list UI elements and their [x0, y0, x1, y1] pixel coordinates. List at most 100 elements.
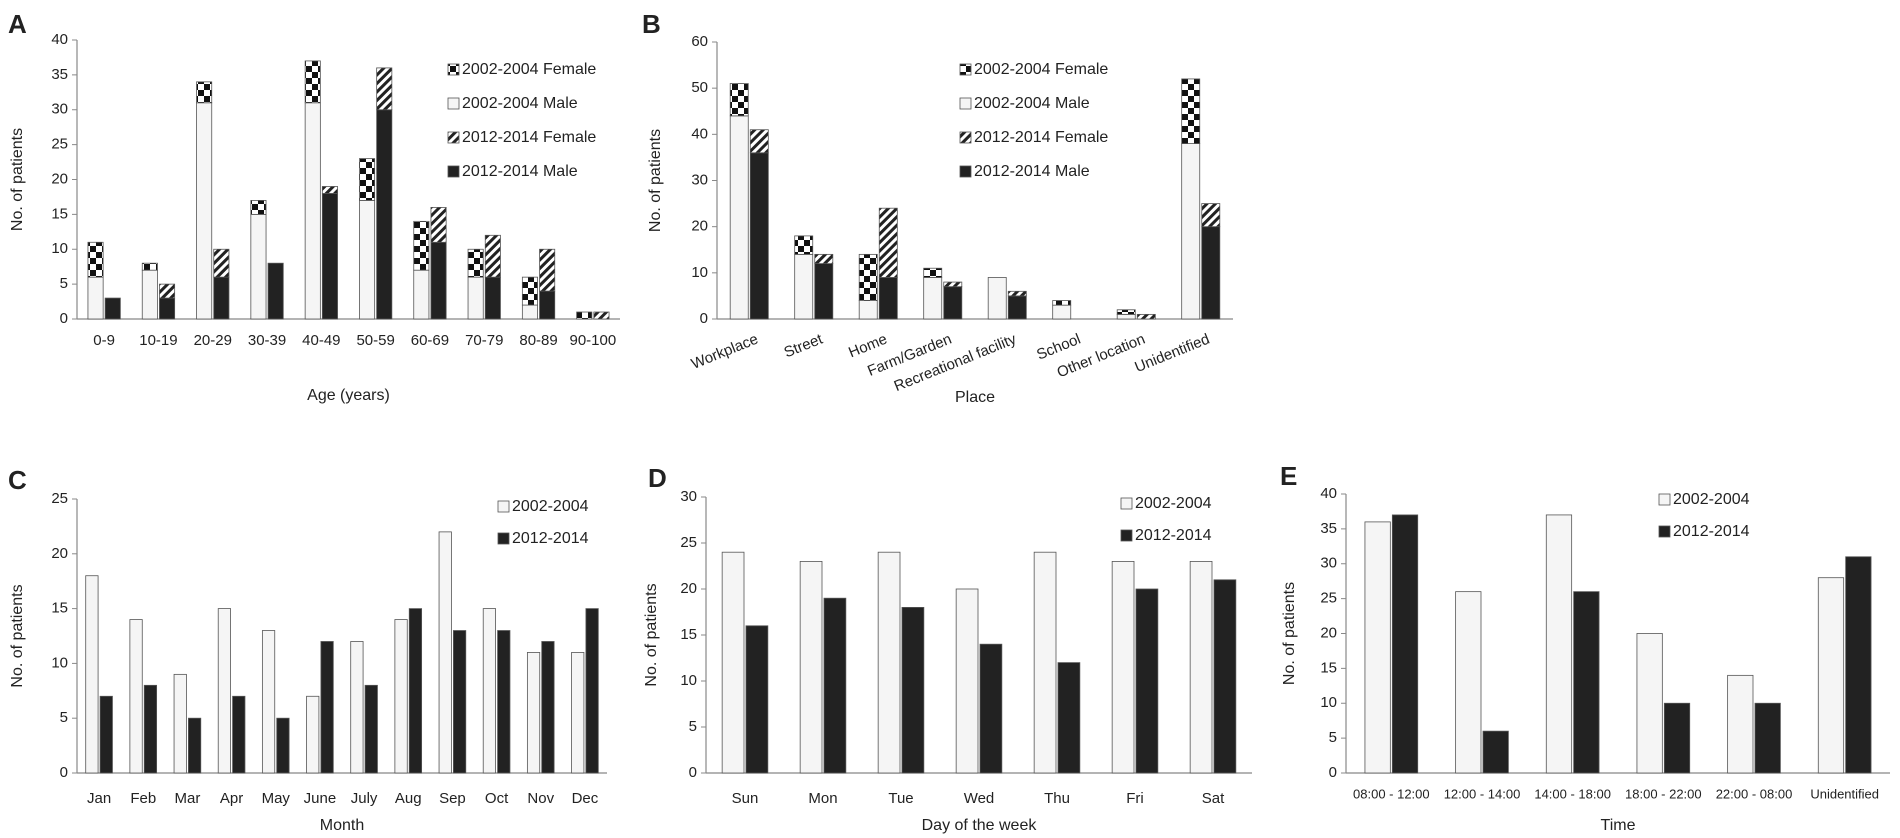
y-tick-label: 25 — [1320, 590, 1337, 607]
y-tick-label: 15 — [1320, 659, 1337, 676]
y-tick-label: 15 — [51, 600, 68, 617]
bar-segment — [729, 115, 749, 320]
panel-letter: B — [642, 9, 661, 39]
bar-segment — [104, 297, 121, 320]
x-tick-label: Nov — [527, 790, 554, 807]
bar-segment — [250, 200, 267, 215]
y-tick-label: 0 — [60, 310, 68, 327]
bar — [1391, 514, 1419, 774]
x-tick-label: 70-79 — [465, 332, 503, 349]
y-tick-label: 30 — [680, 488, 697, 505]
bar-segment — [521, 276, 538, 306]
y-tick-label: 20 — [691, 218, 708, 235]
x-tick-label: Sat — [1202, 790, 1225, 807]
bar — [364, 684, 378, 774]
x-tick-label: 40-49 — [302, 332, 340, 349]
y-tick-label: 20 — [51, 170, 68, 187]
legend-swatch — [447, 165, 460, 178]
bar-segment — [467, 276, 484, 320]
bar-segment — [923, 277, 943, 320]
chart-panel-e: E 0 5 10 15 20 25 30 35 40 No. of patients Time 08:0… — [1280, 461, 1890, 834]
bar — [955, 588, 979, 774]
x-tick-label: 50-59 — [356, 332, 394, 349]
bar — [261, 630, 276, 774]
bar — [1636, 633, 1663, 774]
bar — [497, 630, 511, 774]
y-tick-label: 30 — [1320, 555, 1337, 572]
x-tick-label: Workplace — [689, 331, 761, 373]
bar — [1135, 588, 1159, 774]
x-tick-label: 90-100 — [569, 332, 616, 349]
bar — [1033, 551, 1057, 774]
bar — [721, 551, 745, 774]
bar-segment — [1116, 313, 1136, 320]
bar-segment — [196, 81, 213, 104]
bar-segment — [814, 263, 834, 320]
x-tick-label: June — [304, 790, 337, 807]
bar — [482, 608, 496, 774]
x-tick-label: 0-9 — [93, 332, 115, 349]
x-axis-title: Place — [955, 389, 995, 406]
bar-segment — [376, 67, 393, 111]
y-tick-label: 25 — [680, 534, 697, 551]
legend-label: 2012-2014 Male — [462, 163, 578, 180]
y-tick-label: 10 — [691, 264, 708, 281]
bar-segment — [987, 277, 1007, 320]
bar-segment — [1007, 295, 1027, 320]
bar-segment — [159, 297, 176, 320]
y-axis-title: No. of patients — [1281, 582, 1298, 685]
x-tick-label: Aug — [395, 790, 422, 807]
legend-swatch — [447, 97, 460, 110]
legend-label: 2002-2004 — [1135, 495, 1212, 512]
bar-segment — [467, 248, 484, 278]
bar — [585, 608, 599, 774]
x-tick-label: Jan — [87, 790, 111, 807]
x-tick-label: 30-39 — [248, 332, 286, 349]
bar-segment — [729, 83, 749, 117]
bar — [745, 625, 769, 774]
bar — [173, 673, 187, 774]
x-tick-label: 14:00 - 18:00 — [1534, 786, 1611, 801]
legend-swatch — [1120, 529, 1133, 542]
x-tick-label: Unidentified — [1132, 331, 1212, 376]
bar — [823, 597, 847, 774]
bar-segment — [213, 248, 230, 278]
y-tick-label: 25 — [51, 490, 68, 507]
y-tick-label: 40 — [691, 125, 708, 142]
y-tick-label: 60 — [691, 33, 708, 50]
legend-swatch — [959, 63, 972, 76]
bar — [99, 695, 113, 774]
bar — [276, 717, 290, 774]
chart-panel-b: B 0 10 20 30 40 50 60 No. of patients Place Workpl… — [642, 9, 1233, 406]
bar — [1663, 702, 1691, 774]
x-tick-label: Mar — [174, 790, 200, 807]
bar-segment — [539, 290, 556, 320]
panel-letter: D — [648, 463, 667, 493]
y-tick-label: 35 — [51, 66, 68, 83]
x-tick-label: 10-19 — [139, 332, 177, 349]
bar-segment — [413, 269, 430, 320]
bar — [217, 608, 231, 774]
bar-segment — [1052, 304, 1072, 320]
bar-segment — [1181, 78, 1201, 144]
bar — [979, 643, 1003, 774]
x-tick-label: Sun — [732, 790, 759, 807]
x-tick-label: Oct — [485, 790, 509, 807]
bar-segment — [213, 276, 230, 320]
bar-segment — [430, 206, 447, 243]
bar-segment — [359, 200, 376, 320]
legend-label: 2002-2004 Female — [462, 61, 596, 78]
bar-segment — [858, 253, 878, 301]
x-tick-label: Unidentified — [1810, 786, 1879, 801]
bar-segment — [376, 109, 393, 320]
legend-swatch — [959, 165, 972, 178]
y-tick-label: 10 — [51, 654, 68, 671]
bar-segment — [250, 213, 267, 320]
x-tick-label: 22:00 - 08:00 — [1716, 786, 1793, 801]
y-tick-label: 20 — [51, 545, 68, 562]
bar — [571, 652, 585, 774]
legend: 2002-2004 2012-2014 — [1120, 495, 1212, 544]
bar-segment — [484, 234, 501, 278]
legend-swatch — [1658, 493, 1671, 506]
x-tick-label: 60-69 — [411, 332, 449, 349]
